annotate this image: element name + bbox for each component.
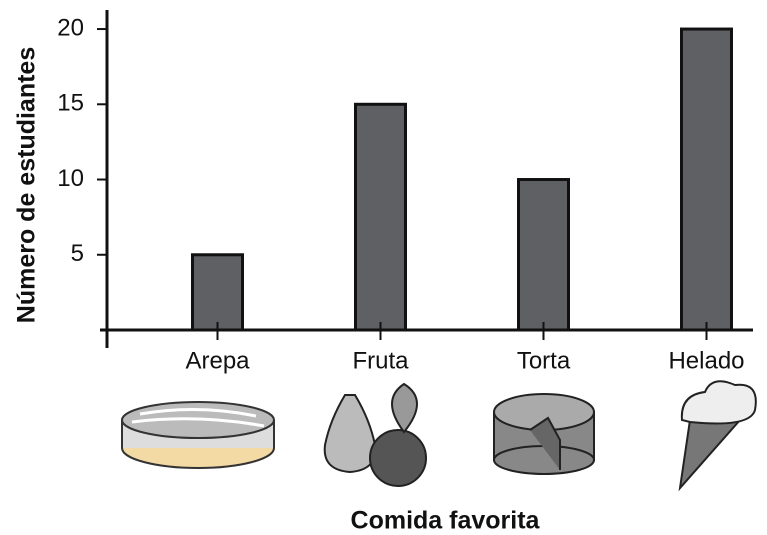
fruit-icon <box>325 384 426 486</box>
x-tick-label: Helado <box>668 347 744 374</box>
bar <box>193 255 243 330</box>
x-axis-title: Comida favorita <box>351 507 541 535</box>
ice-cream-icon <box>680 381 756 488</box>
bar <box>519 180 569 330</box>
y-tick-label: 15 <box>57 90 84 117</box>
y-tick-label: 10 <box>57 165 84 192</box>
bar <box>356 104 406 330</box>
y-tick-label: 20 <box>57 14 84 41</box>
bar <box>682 29 732 330</box>
cake-icon <box>494 394 594 474</box>
x-tick-label: Fruta <box>352 347 409 374</box>
y-tick-label: 5 <box>71 240 84 267</box>
x-tick-label: Arepa <box>185 347 250 374</box>
y-axis-title: Número de estudiantes <box>13 47 41 323</box>
x-tick-label: Torta <box>517 347 571 374</box>
arepa-icon <box>122 402 274 468</box>
chart: Comida favorita Número de estudiantes 5 1… <box>0 0 767 535</box>
